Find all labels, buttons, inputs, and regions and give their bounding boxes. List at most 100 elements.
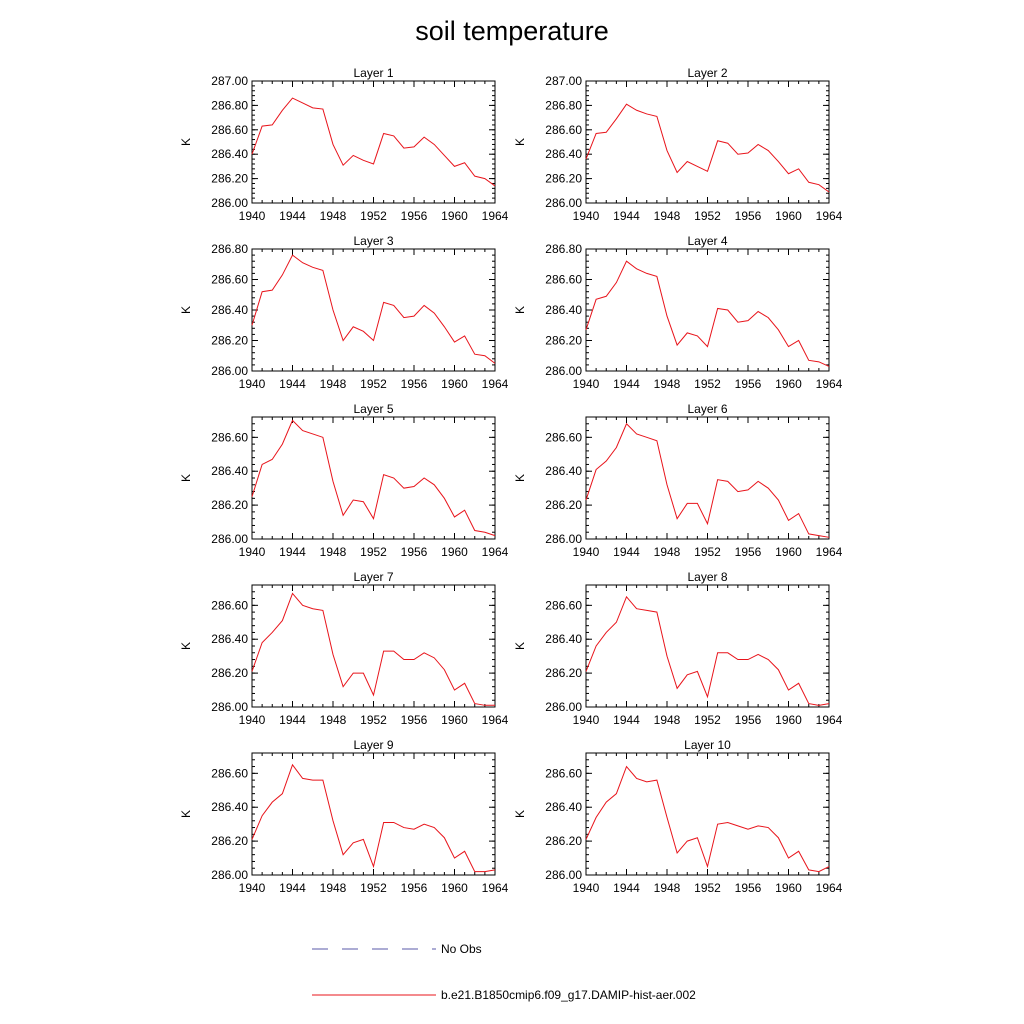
x-tick-label-layer-3-1956: 1956 bbox=[401, 377, 428, 391]
y-tick-label-layer-4: 286.40 bbox=[545, 303, 582, 317]
y-tick-label-layer-8: 286.40 bbox=[545, 632, 582, 646]
series-line-layer-4 bbox=[585, 260, 830, 367]
x-tick-label-layer-6-1960: 1960 bbox=[775, 545, 802, 559]
x-tick-label-layer-8-1952: 1952 bbox=[694, 713, 721, 727]
panel-layer-10: Layer 10 K 1940 1944 1948 1952 1956 1960 1964 286… bbox=[513, 738, 843, 895]
x-tick-label-layer-10-1960: 1960 bbox=[775, 881, 802, 895]
x-tick-label-layer-10-1940: 1940 bbox=[573, 881, 600, 895]
panels-group: Layer 1 K 1940 1944 1948 1952 1956 1960 1964 286.… bbox=[179, 66, 843, 895]
x-tick-label-layer-10-1948: 1948 bbox=[654, 881, 681, 895]
x-tick-label-layer-8-1948: 1948 bbox=[654, 713, 681, 727]
panel-title-layer-1: Layer 1 bbox=[353, 66, 393, 80]
x-tick-label-layer-3-1964: 1964 bbox=[482, 377, 509, 391]
x-tick-label-layer-4-1952: 1952 bbox=[694, 377, 721, 391]
x-tick-label-layer-9-1948: 1948 bbox=[320, 881, 347, 895]
y-tick-label-layer-5: 286.60 bbox=[211, 430, 248, 444]
x-tick-label-layer-4-1964: 1964 bbox=[816, 377, 843, 391]
x-tick-label-layer-9-1944: 1944 bbox=[279, 881, 306, 895]
y-tick-label-layer-1: 286.80 bbox=[211, 98, 248, 112]
plot-frame-layer-6 bbox=[585, 416, 830, 540]
panel-layer-8: Layer 8 K 1940 1944 1948 1952 1956 1960 1964 286.… bbox=[513, 570, 843, 727]
x-tick-label-layer-2-1944: 1944 bbox=[613, 209, 640, 223]
panel-title-layer-9: Layer 9 bbox=[353, 738, 393, 752]
x-tick-label-layer-3-1940: 1940 bbox=[239, 377, 266, 391]
y-tick-label-layer-8: 286.60 bbox=[545, 598, 582, 612]
x-tick-label-layer-10-1944: 1944 bbox=[613, 881, 640, 895]
x-tick-label-layer-6-1964: 1964 bbox=[816, 545, 843, 559]
plot-frame-layer-4 bbox=[585, 248, 830, 372]
y-axis-label-layer-9: K bbox=[179, 810, 193, 818]
x-tick-label-layer-5-1948: 1948 bbox=[320, 545, 347, 559]
panel-layer-3: Layer 3 K 1940 1944 1948 1952 1956 1960 1964 286.… bbox=[179, 234, 509, 391]
y-tick-label-layer-5: 286.40 bbox=[211, 464, 248, 478]
x-tick-label-layer-5-1952: 1952 bbox=[360, 545, 387, 559]
x-tick-label-layer-6-1944: 1944 bbox=[613, 545, 640, 559]
panel-layer-5: Layer 5 K 1940 1944 1948 1952 1956 1960 1964 286.… bbox=[179, 402, 509, 559]
plot-frame-layer-2 bbox=[585, 80, 830, 204]
y-tick-label-layer-10: 286.20 bbox=[545, 834, 582, 848]
y-axis-label-layer-6: K bbox=[513, 474, 527, 482]
y-tick-label-layer-5: 286.20 bbox=[211, 498, 248, 512]
panel-title-layer-6: Layer 6 bbox=[687, 402, 727, 416]
x-tick-label-layer-7-1960: 1960 bbox=[441, 713, 468, 727]
legend-label-no-obs: No Obs bbox=[441, 942, 482, 956]
x-tick-label-layer-1-1944: 1944 bbox=[279, 209, 306, 223]
x-tick-label-layer-3-1960: 1960 bbox=[441, 377, 468, 391]
series-line-layer-10 bbox=[585, 765, 830, 873]
y-tick-label-layer-2: 286.60 bbox=[545, 123, 582, 137]
x-tick-label-layer-3-1948: 1948 bbox=[320, 377, 347, 391]
x-tick-label-layer-3-1944: 1944 bbox=[279, 377, 306, 391]
x-tick-label-layer-6-1940: 1940 bbox=[573, 545, 600, 559]
x-tick-label-layer-7-1956: 1956 bbox=[401, 713, 428, 727]
plot-frame-layer-9 bbox=[251, 752, 496, 876]
y-tick-label-layer-1: 287.00 bbox=[211, 74, 248, 88]
y-tick-label-layer-7: 286.40 bbox=[211, 632, 248, 646]
x-tick-label-layer-10-1956: 1956 bbox=[735, 881, 762, 895]
x-tick-label-layer-7-1940: 1940 bbox=[239, 713, 266, 727]
panel-title-layer-10: Layer 10 bbox=[684, 738, 731, 752]
x-tick-label-layer-2-1940: 1940 bbox=[573, 209, 600, 223]
y-tick-label-layer-1: 286.60 bbox=[211, 123, 248, 137]
x-tick-label-layer-8-1940: 1940 bbox=[573, 713, 600, 727]
y-tick-label-layer-8: 286.20 bbox=[545, 666, 582, 680]
y-tick-label-layer-7: 286.00 bbox=[211, 700, 248, 714]
y-axis-label-layer-4: K bbox=[513, 306, 527, 314]
y-tick-label-layer-6: 286.60 bbox=[545, 430, 582, 444]
x-tick-label-layer-6-1948: 1948 bbox=[654, 545, 681, 559]
y-axis-label-layer-3: K bbox=[179, 306, 193, 314]
x-tick-label-layer-4-1940: 1940 bbox=[573, 377, 600, 391]
x-tick-label-layer-7-1964: 1964 bbox=[482, 713, 509, 727]
x-tick-label-layer-2-1948: 1948 bbox=[654, 209, 681, 223]
x-tick-label-layer-7-1944: 1944 bbox=[279, 713, 306, 727]
x-tick-label-layer-2-1952: 1952 bbox=[694, 209, 721, 223]
x-tick-label-layer-5-1940: 1940 bbox=[239, 545, 266, 559]
y-tick-label-layer-9: 286.40 bbox=[211, 800, 248, 814]
y-tick-label-layer-5: 286.00 bbox=[211, 532, 248, 546]
x-tick-label-layer-1-1956: 1956 bbox=[401, 209, 428, 223]
series-line-layer-8 bbox=[585, 595, 830, 706]
panel-title-layer-2: Layer 2 bbox=[687, 66, 727, 80]
x-tick-label-layer-1-1952: 1952 bbox=[360, 209, 387, 223]
panel-layer-4: Layer 4 K 1940 1944 1948 1952 1956 1960 1964 286.… bbox=[513, 234, 843, 391]
y-axis-label-layer-5: K bbox=[179, 474, 193, 482]
series-line-layer-3 bbox=[251, 254, 496, 364]
plot-frame-layer-8 bbox=[585, 584, 830, 708]
x-tick-label-layer-9-1956: 1956 bbox=[401, 881, 428, 895]
series-line-layer-1 bbox=[251, 97, 496, 187]
x-tick-label-layer-4-1948: 1948 bbox=[654, 377, 681, 391]
y-tick-label-layer-1: 286.00 bbox=[211, 196, 248, 210]
y-tick-label-layer-4: 286.60 bbox=[545, 273, 582, 287]
x-tick-label-layer-5-1964: 1964 bbox=[482, 545, 509, 559]
y-axis-label-layer-1: K bbox=[179, 138, 193, 146]
x-tick-label-layer-8-1944: 1944 bbox=[613, 713, 640, 727]
x-tick-label-layer-9-1940: 1940 bbox=[239, 881, 266, 895]
y-tick-label-layer-7: 286.20 bbox=[211, 666, 248, 680]
x-tick-label-layer-7-1948: 1948 bbox=[320, 713, 347, 727]
y-tick-label-layer-10: 286.00 bbox=[545, 868, 582, 882]
y-tick-label-layer-4: 286.80 bbox=[545, 242, 582, 256]
x-tick-label-layer-2-1960: 1960 bbox=[775, 209, 802, 223]
series-line-layer-5 bbox=[251, 419, 496, 537]
y-tick-label-layer-6: 286.40 bbox=[545, 464, 582, 478]
